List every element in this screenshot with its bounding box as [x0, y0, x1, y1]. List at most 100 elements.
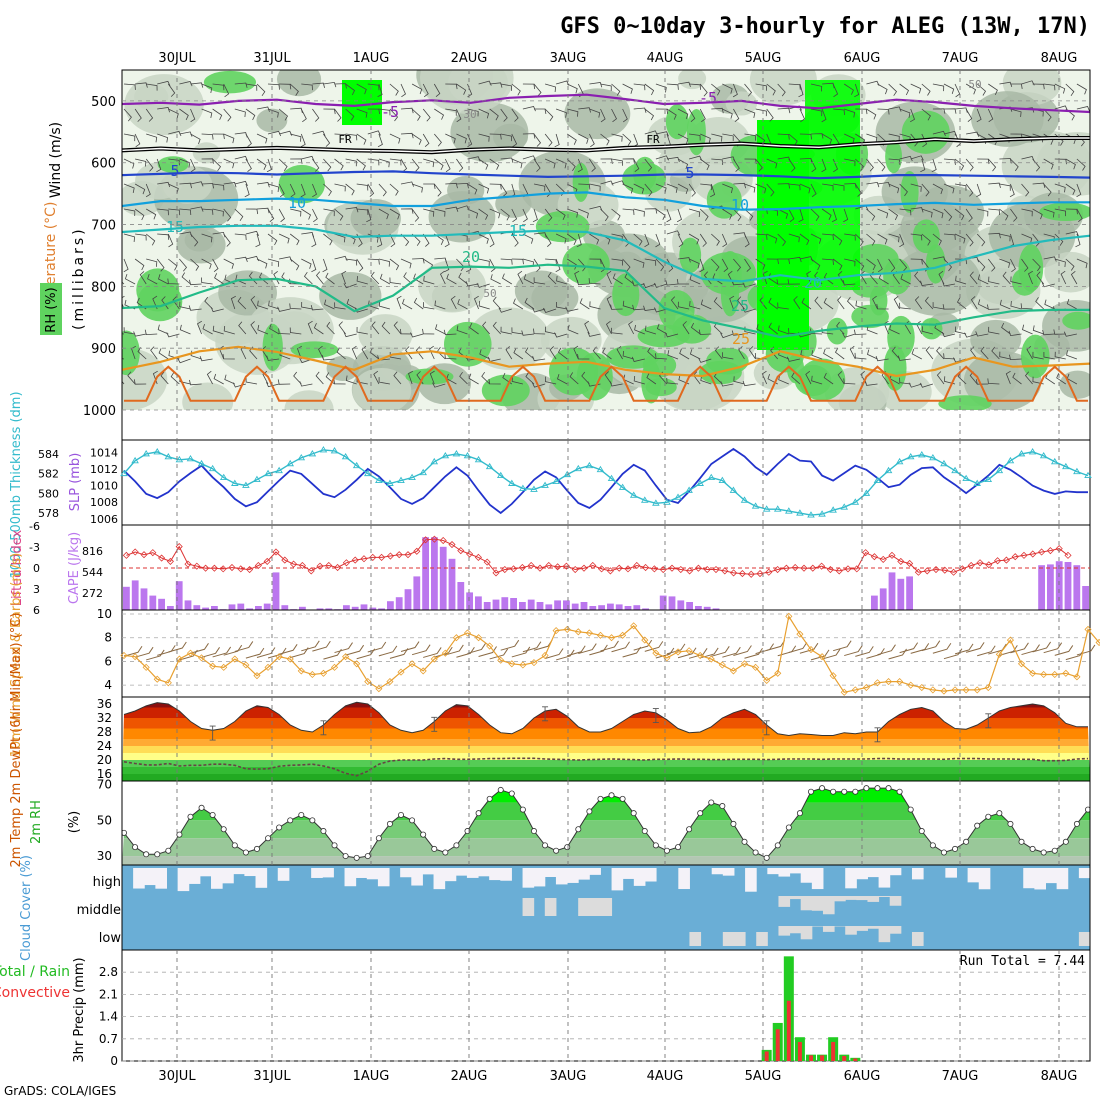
wind-barb — [257, 324, 269, 335]
wind-barb — [877, 108, 890, 115]
wind-barb — [566, 233, 577, 246]
wind-speed-point — [153, 675, 161, 683]
precip-convective-label: Convective — [0, 985, 70, 1001]
cape-bar — [571, 603, 579, 610]
wind-barb — [444, 233, 450, 248]
wind-barb — [889, 324, 900, 335]
thickness-slp-panel: 578580582584100610081010101210141000-500… — [9, 391, 1092, 579]
rh-blob — [1044, 251, 1090, 293]
wind-speed-point — [984, 683, 992, 692]
wind-speed-point — [951, 686, 959, 694]
wind-barb — [954, 133, 962, 148]
wind-barb — [581, 371, 590, 385]
date-label-bottom: 31JUL — [253, 1069, 291, 1084]
wind-barb — [1032, 258, 1041, 272]
wind-barb — [866, 181, 880, 188]
wind-barb — [821, 158, 827, 173]
wind-barb — [888, 208, 899, 221]
cape-bar — [246, 608, 253, 610]
wind-barb — [1021, 233, 1033, 244]
wind-barb — [137, 347, 147, 360]
wind-barb — [699, 233, 707, 247]
lifted-index-point — [378, 553, 386, 561]
cloud-cell-high — [177, 868, 190, 892]
wind-barb — [144, 329, 158, 336]
wind-barb — [478, 183, 490, 194]
wind-barb — [411, 133, 422, 145]
wind-barb — [755, 83, 767, 91]
wind-barb — [245, 230, 259, 237]
cloud-cell-high — [478, 868, 490, 877]
wind-barb — [321, 355, 335, 361]
wind-barb — [377, 133, 383, 148]
wind-barb — [303, 271, 313, 285]
thickness-point — [264, 469, 272, 477]
cloud-cell-high — [199, 868, 212, 877]
wind-barb — [210, 306, 224, 313]
cape-bar — [395, 597, 403, 610]
cape-bar — [668, 596, 676, 610]
wind-barb — [1002, 271, 1011, 285]
wind-barb — [1020, 303, 1033, 310]
thickness-point — [408, 473, 416, 481]
wind-barb — [642, 283, 657, 289]
wind-barb — [411, 208, 420, 222]
lifted-index-point — [906, 559, 914, 568]
wind-barb — [837, 296, 845, 310]
cape-bar — [871, 595, 878, 610]
lifted-index-point — [642, 563, 650, 572]
wind-barb — [145, 158, 154, 172]
rh-legend-swatch — [40, 283, 62, 335]
wind-barb — [777, 133, 790, 140]
wind-barb — [925, 346, 934, 360]
wind-barb — [1009, 354, 1022, 361]
wind-barb — [134, 183, 146, 195]
wind-barb — [821, 133, 833, 145]
precip-axis-label: 3hr Precip (mm) — [72, 957, 87, 1062]
wind-barb — [367, 183, 375, 197]
wind-barb — [356, 133, 367, 145]
wind-barb — [888, 183, 900, 194]
wind-barb — [533, 158, 541, 172]
cloud-cell-low — [878, 926, 891, 943]
wind-barb — [600, 133, 610, 146]
wind-speed-point — [740, 660, 749, 668]
wind-barb — [511, 158, 523, 169]
wind-barb — [833, 183, 845, 191]
wind-barb — [899, 233, 905, 248]
wind-barb — [522, 106, 536, 112]
wind-barb — [1032, 351, 1044, 360]
rh-blob — [319, 271, 382, 320]
wind-barb — [761, 370, 768, 385]
thickness-tick-label: 584 — [38, 448, 59, 461]
cape-bar — [589, 606, 597, 610]
wind-barb — [976, 83, 987, 96]
thickness-point — [917, 450, 926, 458]
wind-barb — [766, 233, 778, 244]
cloud-cell-high — [1078, 868, 1091, 879]
wind-barb — [223, 258, 234, 269]
lifted-index-point — [140, 551, 148, 559]
cloud-cell-low — [845, 926, 857, 935]
wind-barb — [655, 233, 661, 248]
wind-barb — [234, 233, 247, 241]
wind-speed-point — [231, 655, 239, 663]
wind-barb — [798, 83, 804, 98]
thickness-point — [219, 473, 228, 481]
date-label-bottom: 4AUG — [647, 1069, 684, 1084]
rh-moist-blob — [535, 210, 590, 243]
wind-barb — [127, 371, 136, 385]
wind-barb — [604, 371, 612, 385]
rh-blob — [192, 142, 221, 164]
cloud-cell-high — [444, 868, 457, 882]
pressure-tick-label: 1000 — [83, 404, 116, 419]
rh2-point — [453, 842, 460, 849]
slp-tick-label: 1012 — [90, 463, 118, 476]
rh2-point — [752, 849, 759, 856]
wind-barb — [942, 304, 956, 310]
wind-barb — [878, 273, 889, 285]
cloud-cell-high — [211, 868, 223, 889]
wind-barb — [600, 158, 613, 164]
lifted-tick-label: -3 — [29, 541, 40, 554]
wind-barb-10m — [711, 646, 730, 657]
